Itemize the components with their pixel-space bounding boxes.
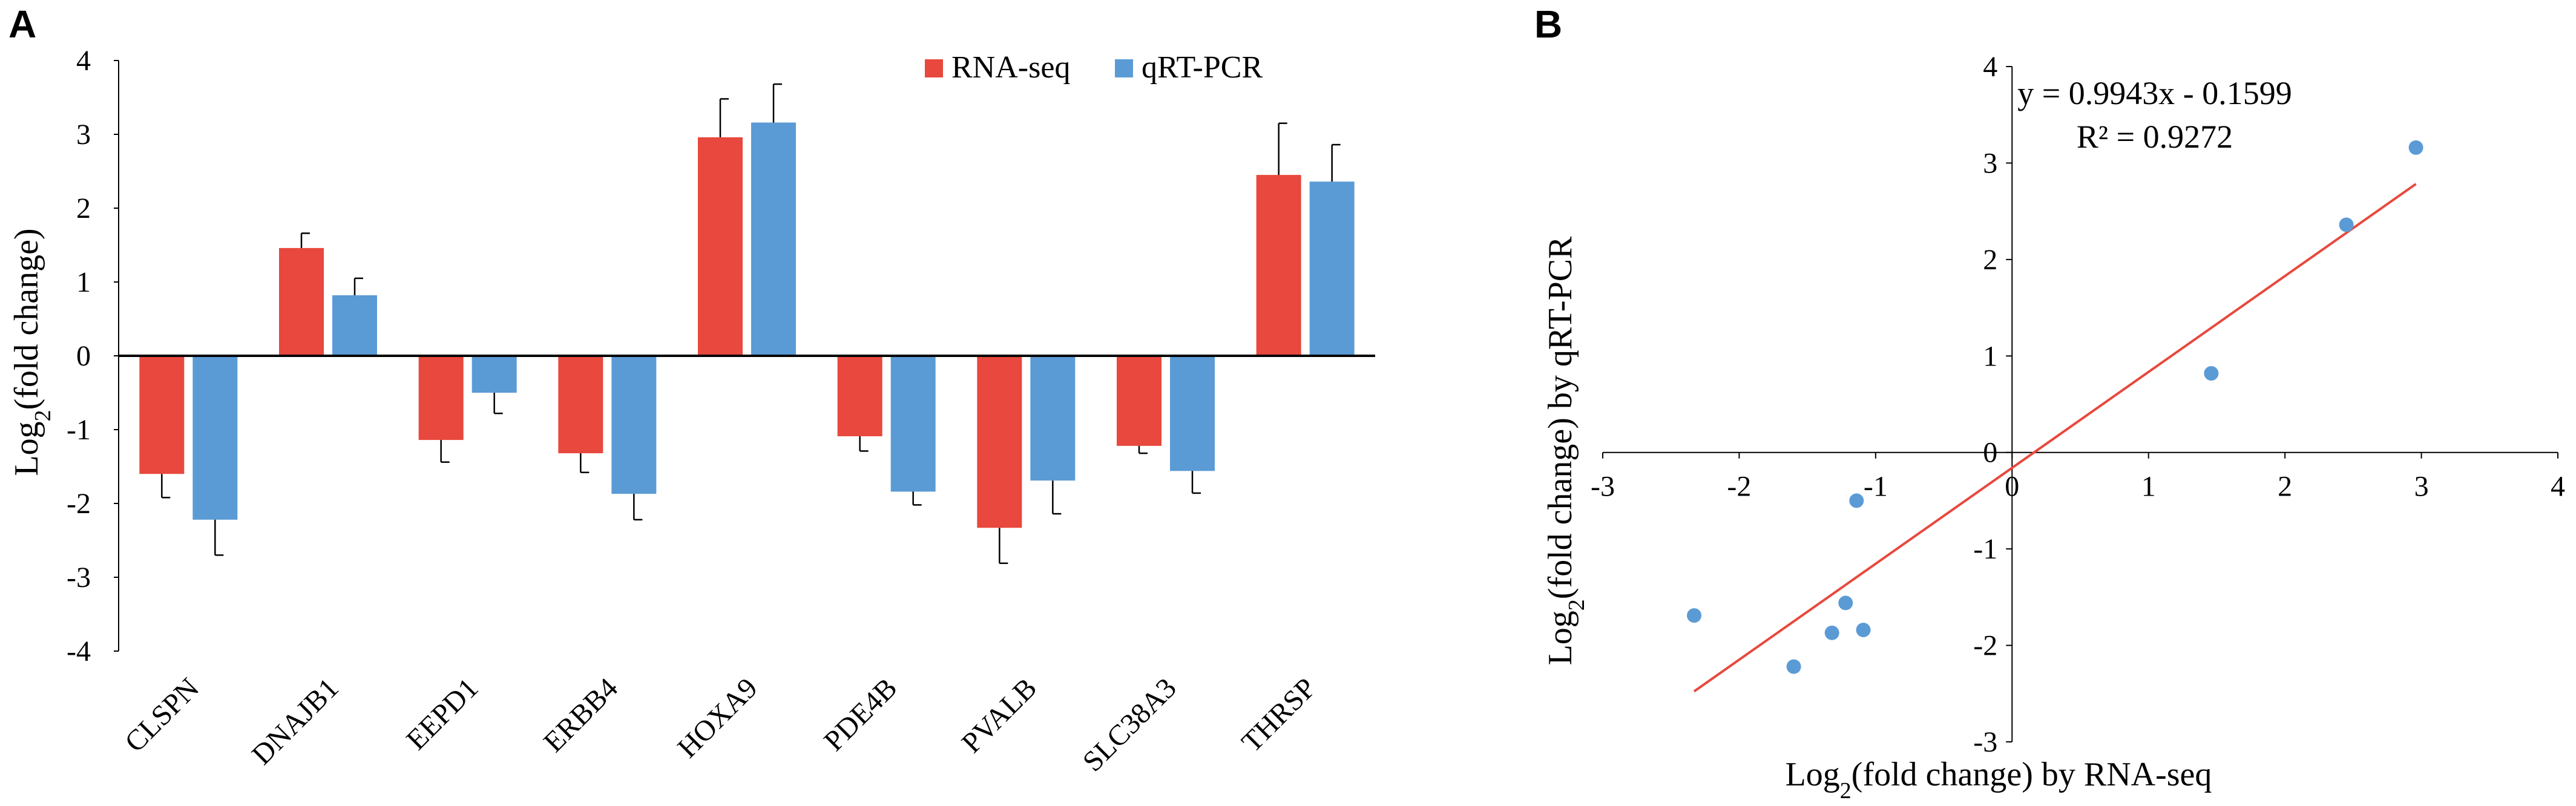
b-axes: [1603, 67, 2558, 742]
bar-qrt-pcr-pde4b: [890, 356, 936, 492]
b-y-tick-label: -3: [1973, 726, 1997, 758]
b-y-tick-label: 2: [1983, 244, 1997, 276]
b-x-tick-label: 4: [2551, 471, 2565, 503]
scatter-point-2: [2204, 365, 2219, 381]
x-tick-label-erbb4: ERBB4: [537, 672, 624, 758]
legend-label-qrt-pcr: qRT-PCR: [1142, 50, 1263, 85]
legend: RNA-seq qRT-PCR: [925, 50, 1263, 85]
x-tick-label-pvalb: PVALB: [956, 672, 1043, 759]
bar-rna-seq-slc38a3: [1117, 356, 1162, 446]
b-x-tick-label: 1: [2141, 471, 2156, 503]
scatter-point-1: [1786, 659, 1801, 674]
x-tick-label-hoxa9: HOXA9: [671, 672, 763, 764]
b-y-axis-title: Log2(fold change) by qRT-PCR: [1542, 236, 1589, 665]
bar-rna-seq-erbb4: [558, 356, 603, 454]
a-y-tick-label: 3: [76, 119, 91, 151]
a-bars: [139, 83, 1355, 565]
b-x-axis-title: Log2(fold change) by RNA-seq: [1786, 756, 2212, 804]
scatter-point-8: [1838, 595, 1853, 611]
a-y-tick-label: 0: [76, 340, 91, 372]
scatter-point-7: [1687, 608, 1702, 623]
bar-rna-seq-pvalb: [977, 356, 1022, 528]
b-y-tick-label: 3: [1983, 147, 1997, 179]
r-squared-label: R² = 0.9272: [2077, 119, 2233, 155]
bar-chart-panel: 4 3 2 1 0 -1 -2 -3 -4 CLSPN DNAJB1 EEPD1 ERBB4 HOXA9…: [8, 45, 1375, 778]
b-x-tick-label: 2: [2278, 471, 2292, 503]
panel-label-b: B: [1534, 2, 1562, 46]
scatter-point-3: [1849, 493, 1864, 508]
regression-equation: y = 0.9943x - 0.1599: [2017, 75, 2292, 111]
a-y-tick-label: -1: [67, 414, 91, 446]
x-tick-label-thrsp: THRSP: [1235, 672, 1322, 758]
bar-rna-seq-pde4b: [837, 356, 882, 436]
x-tick-label-dnajb1: DNAJB1: [246, 672, 345, 771]
bar-qrt-pcr-thrsp: [1309, 182, 1355, 356]
scatter-point-4: [1824, 625, 1839, 640]
legend-swatch-rna-seq: [925, 59, 943, 77]
trendline: [1693, 183, 2417, 693]
bar-rna-seq-dnajb1: [279, 247, 324, 356]
a-y-tick-label: -4: [67, 635, 91, 667]
bar-qrt-pcr-eepd1: [472, 356, 517, 393]
legend-label-rna-seq: RNA-seq: [951, 50, 1070, 85]
x-tick-label-pde4b: PDE4B: [818, 672, 903, 757]
bar-rna-seq-clspn: [139, 356, 185, 474]
scatter-point-9: [2339, 217, 2354, 232]
bar-qrt-pcr-pvalb: [1030, 356, 1076, 481]
b-points: [1687, 140, 2423, 674]
a-y-tick-label: 4: [76, 45, 91, 77]
bar-rna-seq-thrsp: [1256, 175, 1301, 356]
b-x-tick-label: 3: [2414, 471, 2429, 503]
bar-qrt-pcr-dnajb1: [332, 295, 377, 356]
a-y-tick-label: -2: [67, 488, 91, 520]
b-x-tick-label: -1: [1864, 471, 1888, 503]
b-y-tick-label: -2: [1973, 630, 1997, 662]
bar-qrt-pcr-clspn: [192, 356, 238, 520]
b-x-tick-label: 0: [2005, 471, 2019, 503]
b-x-tick-label: -3: [1591, 471, 1615, 503]
bar-qrt-pcr-hoxa9: [751, 122, 796, 356]
a-y-axis-title: Log2(fold change): [8, 228, 56, 476]
a-y-tick-label: -3: [67, 562, 91, 594]
bar-rna-seq-hoxa9: [698, 137, 743, 356]
a-x-tick-labels: CLSPN DNAJB1 EEPD1 ERBB4 HOXA9 PDE4B PVALB SLC3…: [119, 672, 1322, 778]
b-y-tick-label: 4: [1983, 51, 1997, 83]
bar-qrt-pcr-erbb4: [611, 356, 657, 494]
a-y-tick-labels: 4 3 2 1 0 -1 -2 -3 -4: [67, 45, 119, 667]
legend-swatch-qrt-pcr: [1115, 59, 1133, 77]
bar-qrt-pcr-slc38a3: [1170, 356, 1215, 471]
b-y-tick-label: -1: [1973, 533, 1997, 565]
b-y-tick-label: 1: [1983, 340, 1997, 372]
b-y-tick-label: 0: [1983, 437, 1997, 469]
a-y-tick-label: 1: [76, 266, 91, 298]
b-trendline-group: [1693, 183, 2417, 693]
a-y-tick-label: 2: [76, 192, 91, 224]
a-axes: [118, 61, 1375, 651]
panel-label-a: A: [8, 2, 36, 46]
x-tick-label-clspn: CLSPN: [119, 672, 205, 758]
x-tick-label-slc38a3: SLC38A3: [1077, 672, 1183, 778]
x-tick-label-eepd1: EEPD1: [400, 672, 484, 756]
scatter-point-6: [1856, 623, 1871, 638]
scatter-point-5: [2408, 140, 2423, 155]
bar-rna-seq-eepd1: [418, 356, 464, 441]
b-x-tick-label: -2: [1727, 471, 1751, 503]
